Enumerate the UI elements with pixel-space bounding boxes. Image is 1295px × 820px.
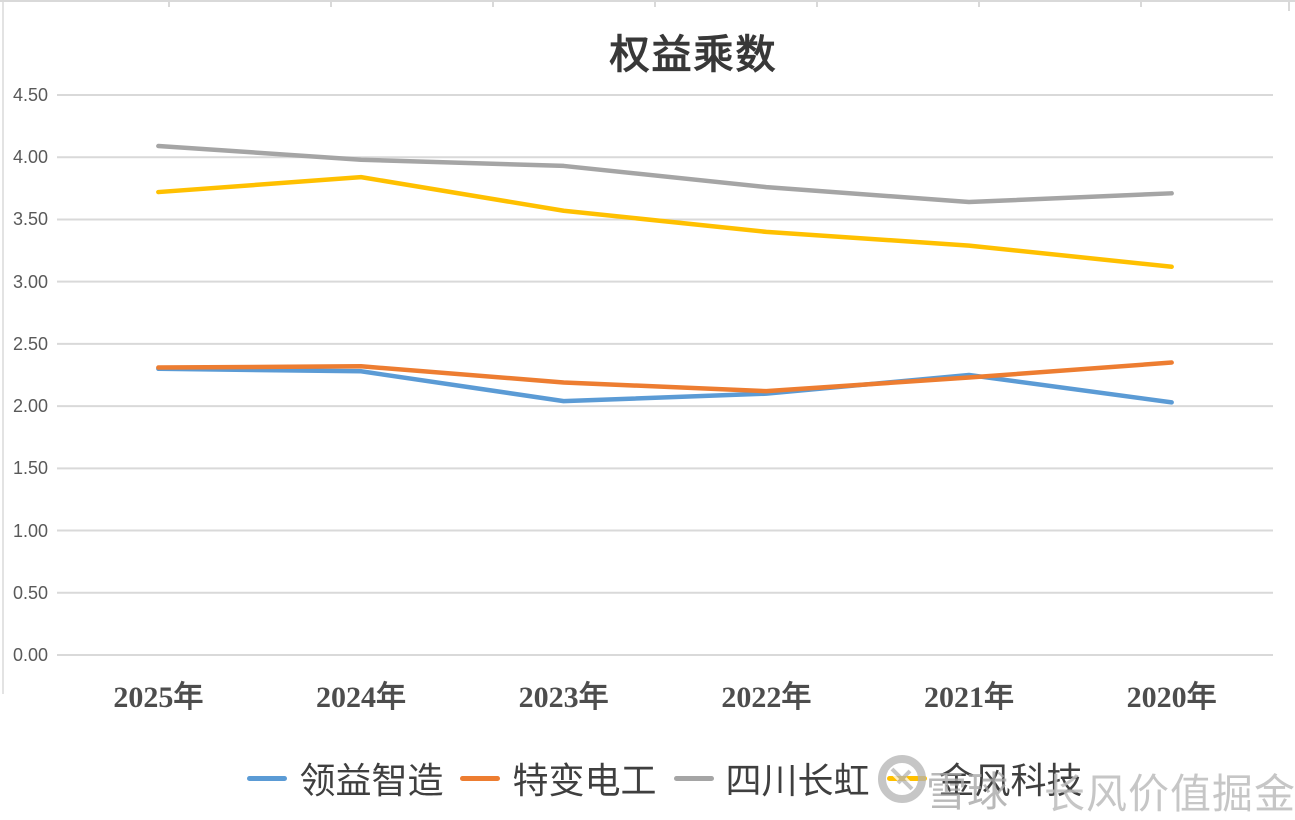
x-axis-label: 2024年 — [316, 681, 406, 714]
x-axis-label: 2020年 — [1126, 681, 1217, 714]
y-axis-label: 2.00 — [12, 396, 48, 417]
series-line-特变电工 — [156, 360, 1174, 394]
x-axis-label: 2022年 — [721, 681, 812, 714]
legend-line-marker — [460, 775, 501, 781]
spreadsheet-left-border — [2, 2, 4, 694]
x-axis-label: 2021年 — [924, 681, 1014, 714]
y-axis-label: 1.00 — [12, 520, 48, 541]
y-axis-label: 4.50 — [12, 85, 48, 105]
y-axis-label: 1.50 — [12, 458, 48, 479]
legend-line-marker — [247, 775, 288, 781]
chart-title: 权益乘数 — [609, 32, 778, 77]
spreadsheet-right-tick — [1288, 2, 1290, 11]
y-axis-label: 2.50 — [12, 333, 48, 354]
legend-line-marker — [886, 775, 927, 781]
legend-line-marker — [673, 775, 714, 781]
y-axis-label: 4.00 — [12, 147, 48, 168]
legend-item-四川长虹: 四川长虹 — [673, 752, 870, 804]
legend-item-领益智造: 领益智造 — [247, 752, 443, 804]
y-axis-label: 0.00 — [12, 645, 48, 665]
legend-label: 金风科技 — [938, 761, 1083, 801]
legend-item-金风科技: 金风科技 — [886, 752, 1083, 804]
y-axis-label: 0.50 — [12, 582, 48, 603]
series-line-领益智造 — [156, 366, 1174, 405]
spreadsheet-top-border — [0, 0, 1295, 2]
legend-label: 领益智造 — [299, 761, 444, 801]
x-axis-label: 2023年 — [518, 681, 609, 714]
x-axis-label: 2025年 — [113, 681, 204, 714]
y-axis-label: 3.00 — [12, 271, 48, 292]
series-line-金风科技 — [156, 174, 1174, 269]
legend-label: 特变电工 — [512, 761, 657, 801]
legend-item-特变电工: 特变电工 — [460, 752, 657, 804]
y-axis-label: 3.50 — [12, 209, 48, 230]
spreadsheet-column-ticks — [8, 2, 1295, 7]
chart-legend: 领益智造 特变电工 四川长虹 金风科技 — [57, 752, 1273, 804]
legend-label: 四川长虹 — [725, 761, 870, 801]
series-line-四川长虹 — [156, 143, 1174, 205]
